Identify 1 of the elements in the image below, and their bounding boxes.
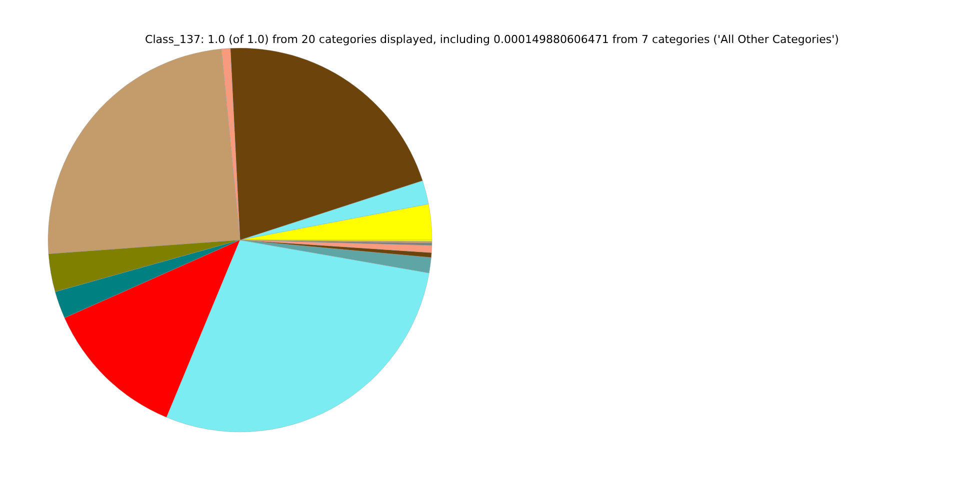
text: Class_137: 1.0 (of 1.0) from 20 categories displayed, including 0.000149880606471 from 7 categories ('All Other Categories') xyxy=(145,33,839,46)
